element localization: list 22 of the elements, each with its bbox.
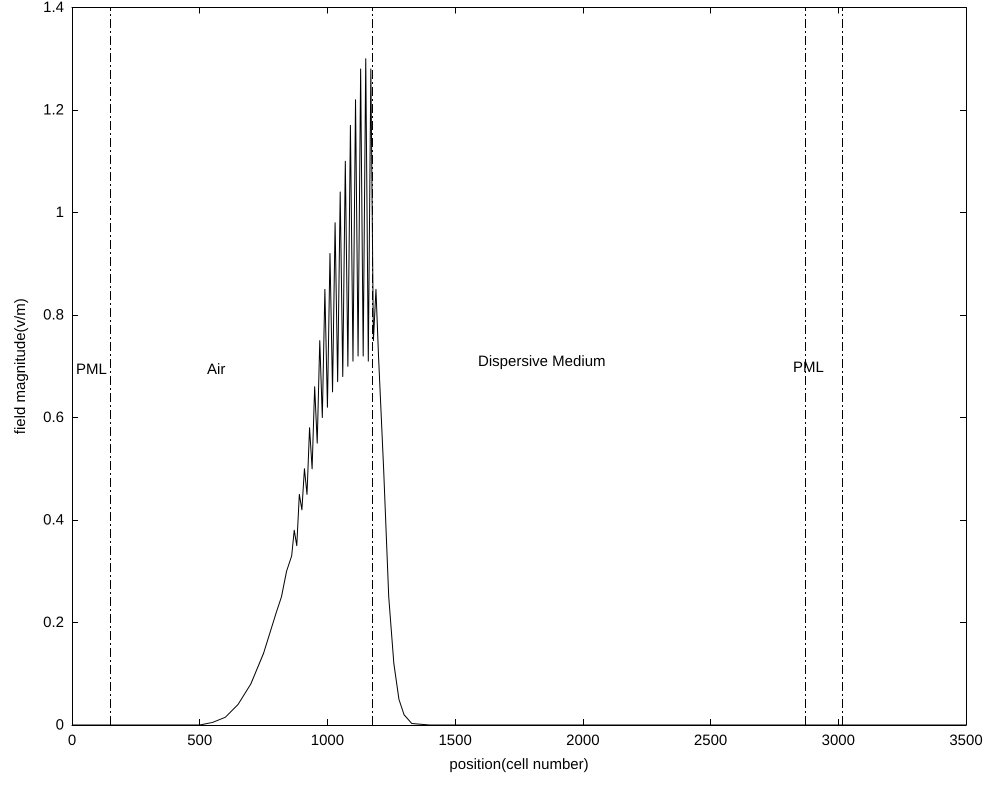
y-tick-label: 1.4: [43, 0, 64, 16]
annotation: Dispersive Medium: [478, 353, 606, 370]
annotation: Air: [207, 361, 226, 378]
y-tick-label: 0.4: [43, 512, 64, 528]
annotation: PML: [793, 359, 824, 376]
x-tick-label: 2000: [566, 732, 600, 749]
y-tick-label: 0.2: [43, 614, 64, 631]
x-axis-title: position(cell number): [449, 756, 589, 773]
y-axis-title: field magnitude(v/m): [12, 298, 29, 434]
x-tick-label: 2500: [694, 732, 728, 749]
y-tick-label: 1.2: [43, 102, 64, 118]
x-tick-label: 0: [68, 732, 76, 749]
y-tick-label: 1: [56, 204, 64, 221]
annotation: PML: [76, 361, 107, 378]
y-tick-label: 0.6: [43, 409, 64, 426]
x-tick-label: 3000: [822, 732, 855, 749]
x-tick-label: 500: [187, 732, 212, 749]
x-tick-label: 3500: [949, 732, 983, 749]
x-tick-label: 1000: [310, 732, 344, 749]
y-tick-label: 0.8: [43, 306, 64, 324]
y-tick-label: 0: [56, 716, 64, 734]
x-tick-label: 1500: [438, 732, 472, 749]
